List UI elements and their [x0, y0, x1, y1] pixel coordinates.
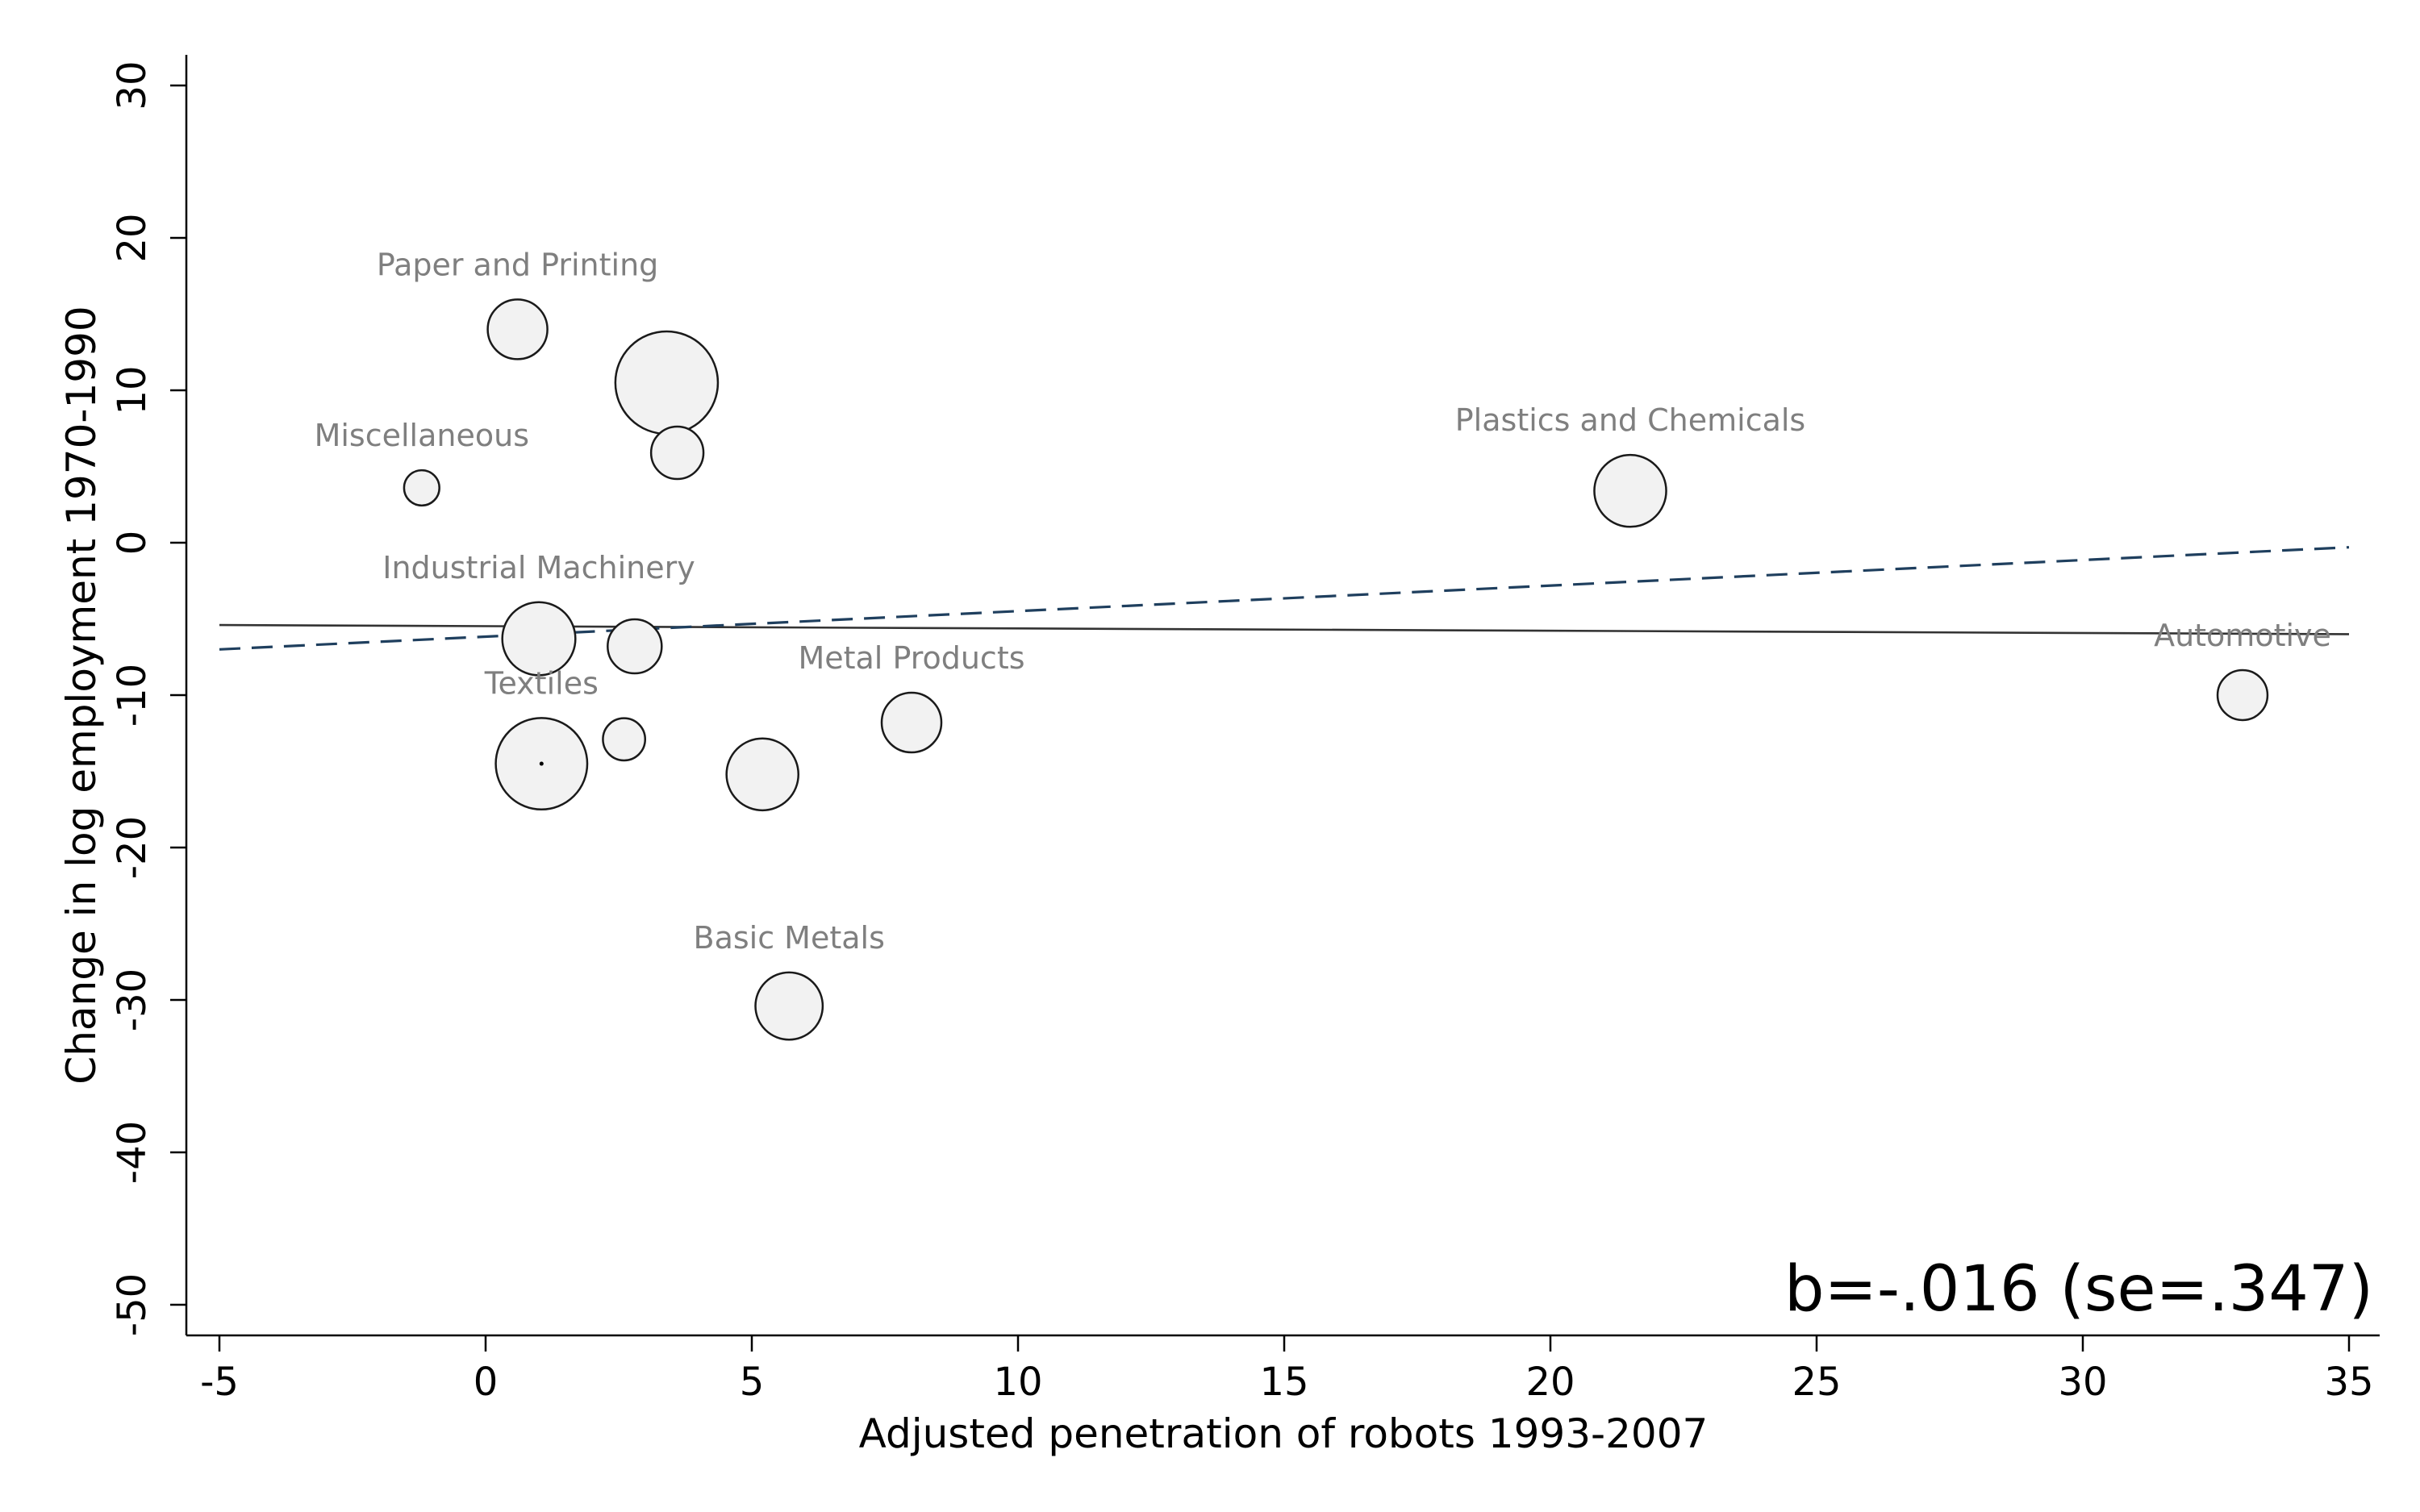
data-point — [725, 737, 800, 812]
data-point — [754, 971, 824, 1041]
y-tick-label: 20 — [110, 213, 155, 262]
data-point-label: Textiles — [484, 665, 599, 701]
x-tick-label: -5 — [200, 1360, 239, 1405]
y-tick-label: 0 — [110, 531, 155, 556]
y-tick-label: 30 — [110, 60, 155, 110]
data-point-label: Metal Products — [798, 640, 1024, 676]
data-point — [501, 601, 577, 677]
y-tick-label: -40 — [110, 1121, 155, 1184]
data-point — [614, 330, 720, 435]
data-point-center-dot — [539, 761, 544, 766]
data-point-label: Paper and Printing — [377, 247, 658, 282]
data-point-label: Automotive — [2154, 618, 2331, 653]
data-point — [1593, 453, 1667, 528]
data-point — [649, 425, 705, 481]
data-point-label: Plastics and Chemicals — [1455, 402, 1805, 438]
x-tick-label: 0 — [474, 1360, 499, 1405]
y-tick-label: -10 — [110, 664, 155, 727]
y-tick-label: 10 — [110, 365, 155, 414]
data-point — [880, 691, 943, 754]
y-tick-label: -30 — [110, 968, 155, 1031]
y-ticks: -50 -40 -30 -20 -10 0 10 20 30 — [110, 60, 186, 1336]
data-point-label: Basic Metals — [694, 920, 885, 956]
data-point — [2216, 669, 2269, 722]
data-point — [602, 717, 647, 762]
x-tick-label: 30 — [2058, 1360, 2107, 1405]
y-tick-label: -50 — [110, 1273, 155, 1336]
x-axis-title: Adjusted penetration of robots 1993-2007 — [859, 1410, 1709, 1457]
data-point-label: Miscellaneous — [315, 418, 529, 453]
x-tick-label: 10 — [993, 1360, 1042, 1405]
coefficient-annotation: b=-.016 (se=.347) — [1784, 1253, 2373, 1326]
y-axis-title: Change in log employment 1970-1990 — [58, 306, 105, 1084]
data-point-label: Industrial Machinery — [382, 550, 695, 585]
x-tick-label: 35 — [2324, 1360, 2373, 1405]
x-tick-label: 15 — [1259, 1360, 1308, 1405]
x-ticks: -5 0 5 10 15 20 25 30 35 — [200, 1335, 2374, 1405]
y-tick-label: -20 — [110, 816, 155, 879]
point-labels: Paper and Printing Miscellaneous Plastics … — [315, 247, 2331, 955]
x-tick-label: 20 — [1525, 1360, 1575, 1405]
x-tick-label: 25 — [1792, 1360, 1841, 1405]
data-point — [607, 618, 663, 675]
bubbles — [403, 298, 2269, 1041]
data-point — [403, 469, 440, 507]
data-point — [486, 298, 549, 360]
x-tick-label: 5 — [740, 1360, 765, 1405]
